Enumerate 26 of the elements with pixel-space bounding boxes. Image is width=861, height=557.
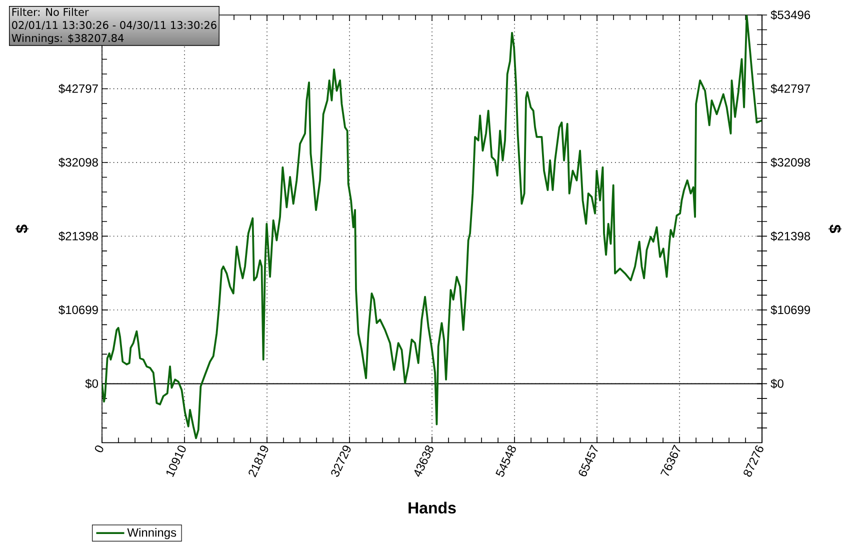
y-axis-title: $ (15, 224, 29, 234)
annotation: Winnings: $38207.84 (12, 34, 124, 44)
y2-tick-label: $42797 (770, 84, 810, 94)
y2-tick-label: $21398 (770, 231, 810, 242)
x-tick-label: 43638 (414, 445, 434, 477)
y2-tick-label: $0 (770, 378, 784, 389)
legend-label: Winnings (127, 528, 176, 540)
x-tick-label: 0 (94, 446, 104, 452)
y-tick-label: $42797 (58, 84, 98, 94)
y2-tick-label: $53496 (770, 10, 810, 20)
y2-tick-label: $32098 (770, 158, 810, 168)
y2-axis-title: $ (828, 224, 842, 234)
x-tick-label: 10910 (166, 446, 186, 478)
x-tick-label: 87276 (744, 445, 764, 477)
y-tick-label: $32098 (58, 158, 98, 168)
x-tick-label: 76367 (660, 444, 680, 476)
y-tick-label: $10699 (58, 305, 98, 315)
annotation: 02/01/11 13:30:26 - 04/30/11 13:30:26 (12, 21, 216, 30)
x-tick-label: 21819 (248, 446, 268, 478)
text: Filter: No Filter (12, 8, 89, 16)
y-tick-label: $0 (85, 378, 98, 389)
x-tick-label: 65457 (578, 444, 598, 476)
x-tick-label: 32729 (331, 446, 351, 477)
x-axis-title: Hands (408, 502, 456, 514)
y-tick-label: $21398 (58, 231, 98, 242)
y2-tick-label: $10699 (770, 305, 810, 315)
